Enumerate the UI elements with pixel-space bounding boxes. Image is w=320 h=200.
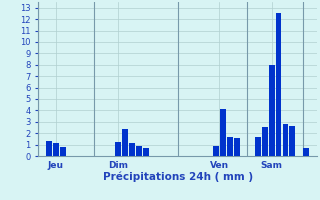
Bar [143, 148, 149, 156]
Bar [283, 124, 288, 156]
Bar [262, 127, 268, 156]
Bar [290, 126, 295, 156]
Bar [234, 138, 240, 156]
X-axis label: Précipitations 24h ( mm ): Précipitations 24h ( mm ) [102, 171, 253, 182]
Bar [116, 142, 121, 156]
Bar [123, 129, 128, 156]
Bar [255, 137, 260, 156]
Bar [276, 13, 282, 156]
Bar [136, 146, 142, 156]
Bar [227, 137, 233, 156]
Bar [53, 143, 59, 156]
Bar [303, 148, 309, 156]
Bar [220, 109, 226, 156]
Bar [213, 146, 219, 156]
Bar [46, 141, 52, 156]
Bar [129, 143, 135, 156]
Bar [268, 65, 275, 156]
Bar [60, 147, 66, 156]
